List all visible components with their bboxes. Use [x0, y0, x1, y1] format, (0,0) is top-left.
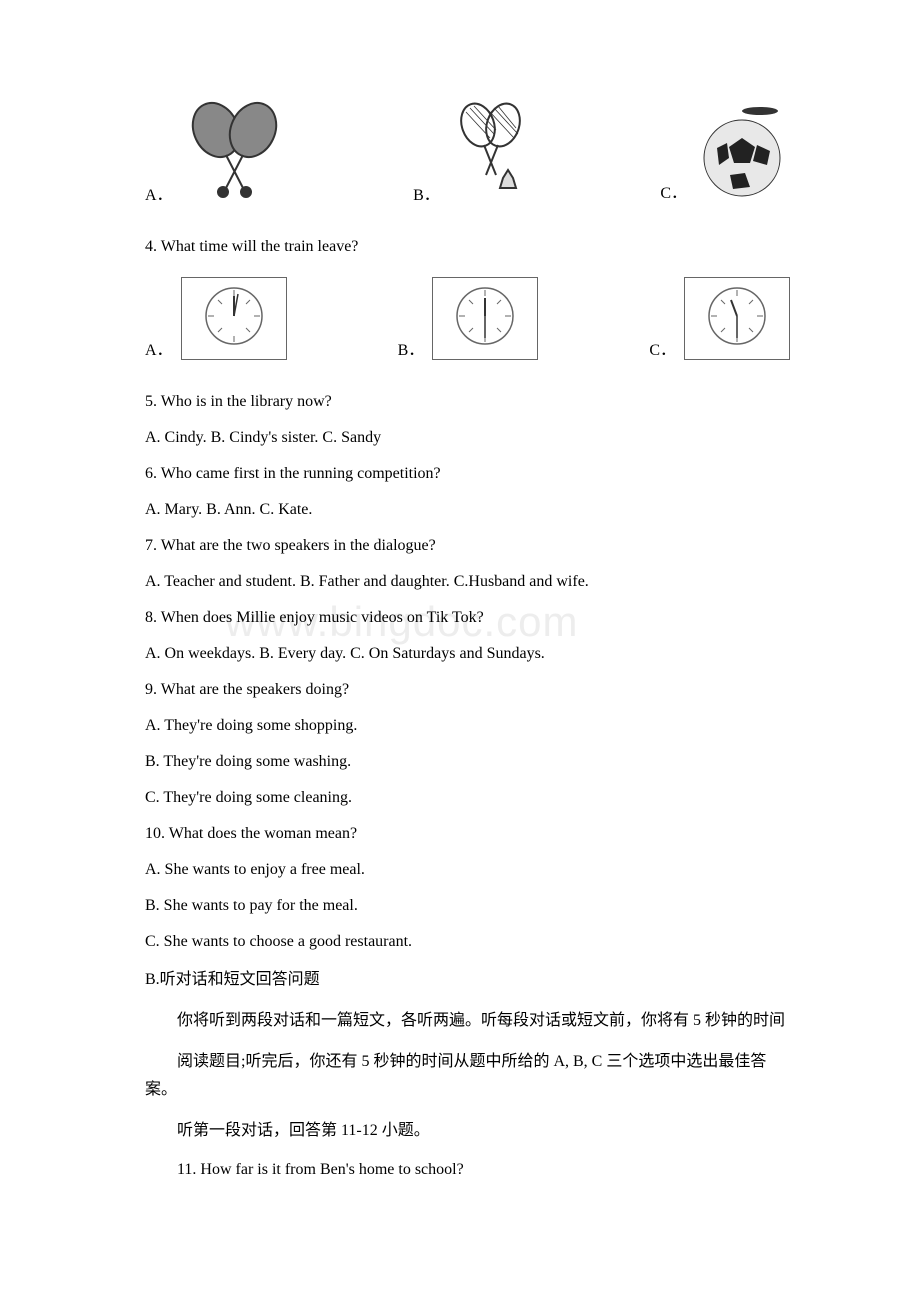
- q4-option-c: C．: [649, 277, 790, 360]
- tennis-rackets-icon: [181, 100, 291, 205]
- q4-label-b: B．: [398, 336, 425, 360]
- q6-options: A. Mary. B. Ann. C. Kate.: [145, 498, 790, 522]
- q3-option-c: C．: [660, 103, 790, 203]
- q4-option-b: B．: [398, 277, 539, 360]
- q10-option-b: B. She wants to pay for the meal.: [145, 894, 790, 918]
- watermark-region: www.bingdoc.com 8. When does Millie enjo…: [145, 606, 790, 666]
- q4-option-a: A．: [145, 277, 287, 360]
- q10-question: 10. What does the woman mean?: [145, 822, 790, 846]
- q10-option-c: C. She wants to choose a good restaurant…: [145, 930, 790, 954]
- q5-question: 5. Who is in the library now?: [145, 390, 790, 414]
- q8-question: 8. When does Millie enjoy music videos o…: [145, 606, 790, 630]
- q8-options: A. On weekdays. B. Every day. C. On Satu…: [145, 642, 790, 666]
- badminton-rackets-icon: [448, 100, 538, 205]
- section-b-title: B.听对话和短文回答问题: [145, 966, 790, 995]
- q4-question: 4. What time will the train leave?: [145, 235, 790, 259]
- q5-options: A. Cindy. B. Cindy's sister. C. Sandy: [145, 426, 790, 450]
- q4-options-row: A． B．: [145, 277, 790, 360]
- q3-option-a: A．: [145, 100, 291, 205]
- clock-c-icon: [684, 277, 790, 360]
- q9-option-c: C. They're doing some cleaning.: [145, 786, 790, 810]
- section-b-intro3: 听第一段对话，回答第 11-12 小题。: [145, 1117, 790, 1146]
- q3-label-c: C．: [660, 179, 687, 203]
- q3-option-b: B．: [413, 100, 538, 205]
- soccer-ball-icon: [695, 103, 790, 203]
- q9-question: 9. What are the speakers doing?: [145, 678, 790, 702]
- section-b-intro2: 阅读题目;听完后，你还有 5 秒钟的时间从题中所给的 A, B, C 三个选项中…: [145, 1048, 790, 1106]
- q9-option-a: A. They're doing some shopping.: [145, 714, 790, 738]
- q3-label-b: B．: [413, 181, 440, 205]
- page-content: A． B．: [145, 100, 790, 1182]
- q10-option-a: A. She wants to enjoy a free meal.: [145, 858, 790, 882]
- q9-option-b: B. They're doing some washing.: [145, 750, 790, 774]
- section-b-intro1: 你将听到两段对话和一篇短文，各听两遍。听每段对话或短文前，你将有 5 秒钟的时间: [145, 1007, 790, 1036]
- q4-label-c: C．: [649, 336, 676, 360]
- q7-question: 7. What are the two speakers in the dial…: [145, 534, 790, 558]
- q3-label-a: A．: [145, 181, 173, 205]
- clock-a-icon: [181, 277, 287, 360]
- q3-options-row: A． B．: [145, 100, 790, 205]
- q7-options: A. Teacher and student. B. Father and da…: [145, 570, 790, 594]
- clock-b-icon: [432, 277, 538, 360]
- q6-question: 6. Who came first in the running competi…: [145, 462, 790, 486]
- q4-label-a: A．: [145, 336, 173, 360]
- q11-question: 11. How far is it from Ben's home to sch…: [145, 1158, 790, 1182]
